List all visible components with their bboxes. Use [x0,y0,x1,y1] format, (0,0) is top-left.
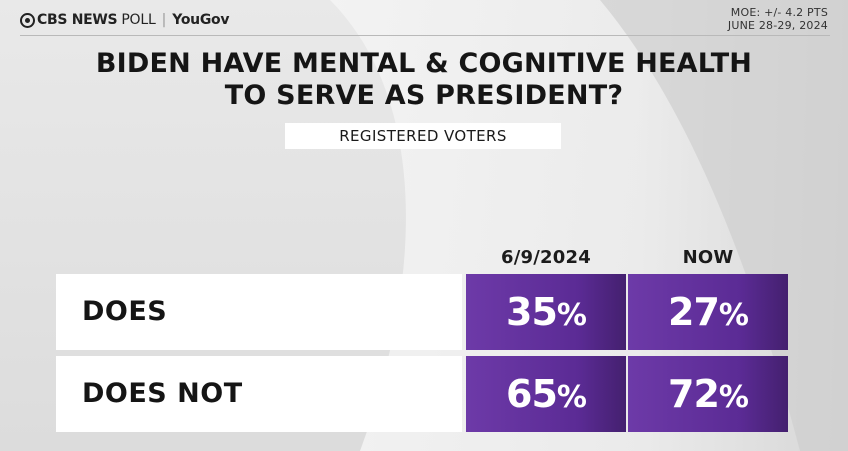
column-header-0: 6/9/2024 [501,247,591,268]
row-label: DOES [56,274,462,350]
value-unit: % [718,380,749,415]
value-cell: 72% [628,356,788,432]
brand-yougov: YouGov [172,12,230,28]
poll-date: JUNE 28-29, 2024 [727,19,828,32]
cbs-eye-icon [20,12,35,28]
value-number: 35 [506,290,558,334]
brand-cbs-news: CBS NEWS [37,12,118,28]
value-number: 27 [668,290,720,334]
margin-of-error: MOE: +/- 4.2 PTS JUNE 28-29, 2024 [728,6,828,32]
value-unit: % [556,380,587,415]
column-header-1: NOW [682,247,734,268]
brand-logo: CBS NEWS POLL | YouGov [20,12,229,28]
title-line-2: TO SERVE AS PRESIDENT? [224,80,624,111]
header-bar: CBS NEWS POLL | YouGov MOE: +/- 4.2 PTS … [20,6,830,36]
row-label: DOES NOT [56,356,462,432]
subtitle: REGISTERED VOTERS [285,123,561,149]
title-line-1: BIDEN HAVE MENTAL & COGNITIVE HEALTH [95,48,753,79]
value-unit: % [556,298,587,333]
value-cell: 27% [628,274,788,350]
value-number: 72 [668,372,720,416]
value-cell: 65% [466,356,626,432]
value-cell: 35% [466,274,626,350]
chart-title: BIDEN HAVE MENTAL & COGNITIVE HEALTH TO … [0,48,848,112]
brand-separator: | [161,12,167,28]
value-number: 65 [506,372,558,416]
moe-text: MOE: +/- 4.2 PTS [730,6,828,19]
brand-poll: POLL [121,12,156,28]
value-unit: % [718,298,749,333]
